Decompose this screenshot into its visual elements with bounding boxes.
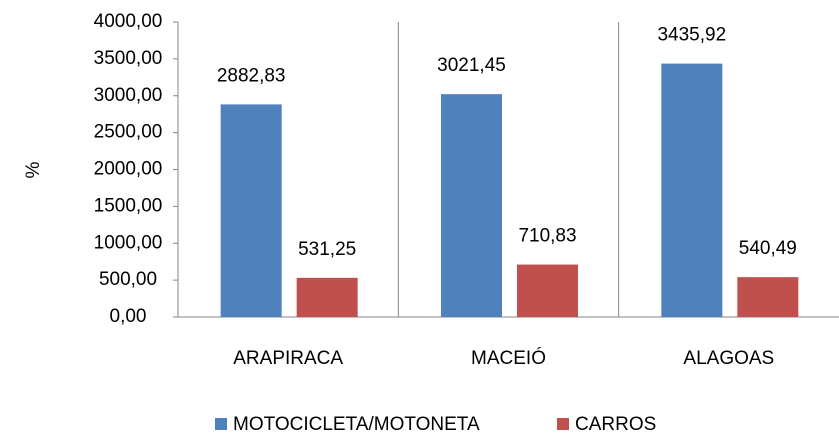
legend-label: CARROS [575, 414, 656, 435]
y-tick-label: 500,00 [99, 269, 157, 290]
legend-swatch [557, 418, 569, 430]
legend-label: MOTOCICLETA/MOTONETA [233, 414, 480, 435]
value-label: 2882,83 [217, 65, 286, 86]
value-label: 3435,92 [657, 25, 726, 46]
legend-swatch [215, 418, 227, 430]
value-label: 710,83 [518, 226, 576, 247]
value-label: 3021,45 [437, 55, 506, 76]
bar [737, 277, 799, 317]
y-tick-label: 2000,00 [94, 159, 163, 180]
y-tick-label: 2500,00 [94, 122, 163, 143]
bar [296, 277, 358, 317]
x-tick-label: ARAPIRACA [233, 348, 343, 369]
bar [661, 63, 723, 318]
bar [220, 104, 282, 317]
y-tick-label: 0,00 [110, 306, 147, 327]
y-tick-label: 3000,00 [94, 85, 163, 106]
y-axis-label: % [23, 161, 44, 178]
bar [441, 94, 502, 317]
y-tick-label: 1000,00 [94, 232, 163, 253]
x-tick-label: MACEIÓ [471, 347, 546, 369]
y-tick-label: 1500,00 [94, 195, 163, 216]
value-label: 531,25 [298, 239, 356, 260]
y-tick-label: 3500,00 [94, 48, 163, 69]
y-tick-label: 4000,00 [94, 11, 163, 32]
x-tick-label: ALAGOAS [683, 348, 774, 369]
value-label: 540,49 [739, 238, 797, 259]
bar [517, 264, 578, 317]
